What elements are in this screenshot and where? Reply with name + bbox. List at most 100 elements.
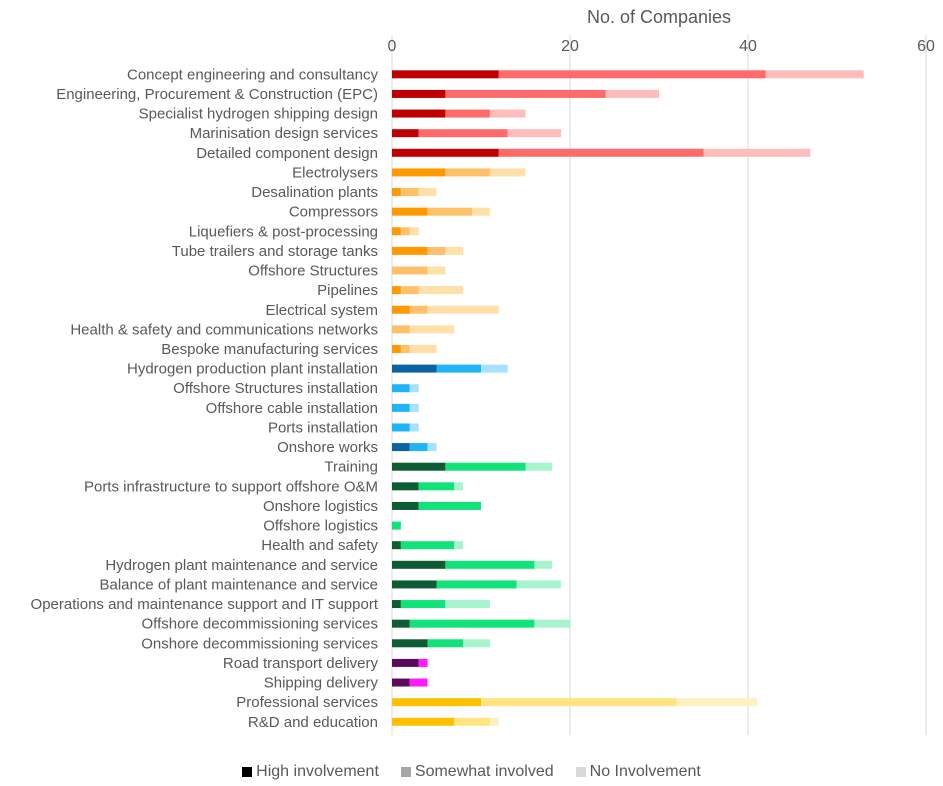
bar-segment <box>427 305 499 314</box>
bar-segment <box>392 580 437 589</box>
category-label: Offshore logistics <box>263 518 378 535</box>
category-label: Electrical system <box>265 302 378 319</box>
bar-segment <box>427 443 437 452</box>
bar-segment <box>392 600 401 609</box>
bar-segment <box>676 698 757 707</box>
bar-segment <box>534 560 553 569</box>
category-labels: Concept engineering and consultancy Engin… <box>31 66 379 730</box>
bar-segment <box>392 521 401 530</box>
bar-segment <box>454 717 490 726</box>
bar-segment <box>400 541 455 550</box>
bar-segment <box>445 462 526 471</box>
category-label: Compressors <box>289 204 378 221</box>
bar-segment <box>498 70 766 79</box>
legend-swatch <box>400 767 411 777</box>
legend-item: Somewhat involved <box>400 763 554 781</box>
bar-segment <box>400 344 410 353</box>
legend: High involvement Somewhat involved No Invo… <box>0 760 943 784</box>
bar-segment <box>445 560 535 569</box>
bar-segment <box>392 384 410 393</box>
x-tick-labels: 0 20 40 60 <box>388 38 935 55</box>
category-label: Pipelines <box>317 282 378 299</box>
bar-segment <box>498 148 704 157</box>
bar-segment <box>392 619 410 628</box>
x-tick-label: 0 <box>388 38 397 55</box>
category-label: Electrolysers <box>292 164 378 181</box>
x-tick-label: 20 <box>561 38 579 55</box>
bar-segment <box>392 286 401 295</box>
bar-segment <box>392 109 446 118</box>
legend-swatch <box>575 767 586 777</box>
category-label: Marinisation design services <box>190 125 378 142</box>
bar-segment <box>392 658 419 667</box>
bar-segment <box>392 639 428 648</box>
bar-segment <box>392 207 428 216</box>
x-axis-title: No. of Companies <box>587 7 731 27</box>
bar-segment <box>409 678 428 687</box>
category-label: Offshore cable installation <box>206 400 378 417</box>
bar-segment <box>392 423 410 432</box>
bar-segment <box>392 698 481 707</box>
bar-segment <box>392 443 410 452</box>
category-label: Ports installation <box>268 419 378 436</box>
bar-segment <box>489 109 526 118</box>
category-label: Hydrogen plant maintenance and service <box>105 557 378 574</box>
bar-segment <box>427 207 473 216</box>
category-label: Offshore Structures <box>248 263 378 280</box>
bar-segment <box>445 89 606 98</box>
bar-segment <box>409 305 428 314</box>
bar-segment <box>392 364 437 373</box>
category-label: Engineering, Procurement & Construction … <box>56 86 378 103</box>
category-label: Hydrogen production plant installation <box>127 361 378 378</box>
bar-segment <box>418 501 481 510</box>
bar-segment <box>392 89 446 98</box>
category-label: Training <box>324 459 378 476</box>
category-label: Onshore works <box>277 439 378 456</box>
bar-segment <box>392 305 410 314</box>
bar-segment <box>392 70 499 79</box>
bar-segment <box>507 129 562 138</box>
category-label: Health & safety and communications netwo… <box>70 321 378 338</box>
bar-segment <box>392 717 455 726</box>
bar-segment <box>392 325 410 334</box>
bar-segment <box>392 678 410 687</box>
bar-segment <box>409 384 419 393</box>
bar-segment <box>400 227 410 236</box>
bar-segment <box>392 129 419 138</box>
legend-item: No Involvement <box>575 763 701 781</box>
bar-segment <box>489 168 526 177</box>
bar-segment <box>454 482 464 491</box>
bar-segment <box>427 639 464 648</box>
bar-segment <box>445 168 490 177</box>
bar-segment <box>400 286 419 295</box>
bar-segment <box>392 344 401 353</box>
bar-segment <box>481 698 677 707</box>
legend-label: No Involvement <box>589 763 701 780</box>
category-label: Health and safety <box>261 537 378 554</box>
bar-segment <box>445 109 490 118</box>
bar-segment <box>418 129 508 138</box>
bar-segment <box>400 188 419 197</box>
legend-item: High involvement <box>242 763 379 781</box>
category-label: Offshore decommissioning services <box>142 616 378 633</box>
bar-segment <box>534 619 570 628</box>
bar-segment <box>516 580 562 589</box>
category-label: Specialist hydrogen shipping design <box>139 106 378 123</box>
bar-segment <box>409 403 419 412</box>
bar-segment <box>392 246 428 255</box>
bar-segment <box>392 266 428 275</box>
bar-segment <box>392 560 446 569</box>
bar-segment <box>409 443 428 452</box>
bar-segment <box>445 246 464 255</box>
bar-segment <box>525 462 553 471</box>
gridlines <box>391 35 927 735</box>
x-tick-label: 60 <box>917 38 935 55</box>
bar-segment <box>409 344 437 353</box>
bar-segment <box>418 482 455 491</box>
legend-label: High involvement <box>256 763 379 780</box>
bar-segment <box>481 364 508 373</box>
category-label: Ports infrastructure to support offshore… <box>84 478 378 495</box>
category-label: Operations and maintenance support and I… <box>31 596 379 613</box>
bar-segment <box>409 423 419 432</box>
